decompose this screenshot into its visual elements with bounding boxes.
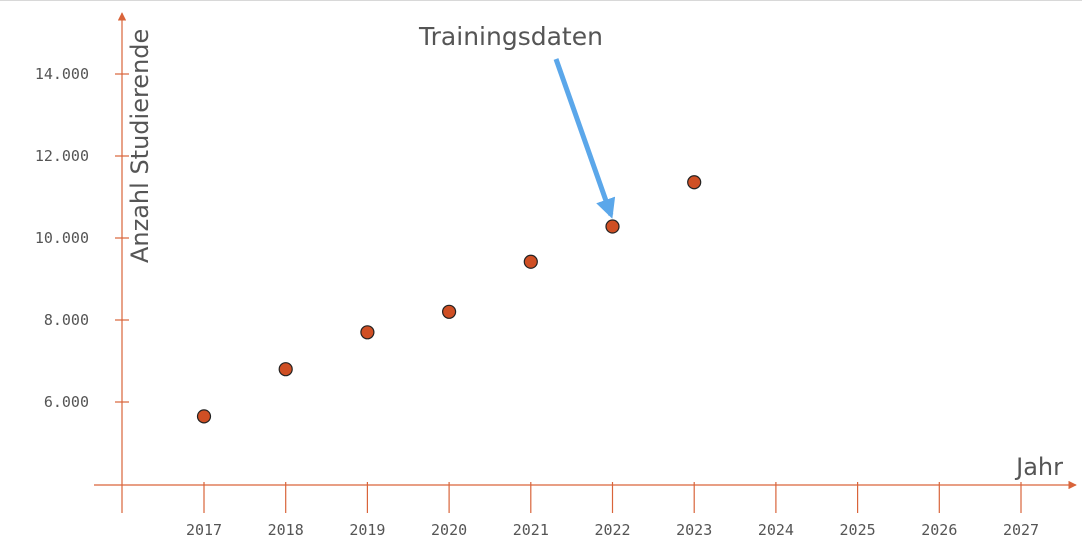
y-axis-label: Anzahl Studierende (126, 29, 154, 263)
data-point (278, 362, 293, 377)
data-point (605, 219, 620, 234)
y-axis-ticks: 6.000 8.000 10.000 12.000 14.000 (35, 65, 129, 411)
x-tick-label: 2018 (268, 521, 304, 539)
annotation-text: Trainingsdaten (418, 22, 603, 51)
x-tick-label: 2024 (758, 521, 794, 539)
x-tick-label: 2027 (1003, 521, 1039, 539)
data-point (196, 409, 212, 424)
axes (94, 12, 1077, 513)
y-tick-label: 6.000 (44, 393, 89, 411)
data-point (360, 325, 375, 340)
x-tick-label: 2022 (594, 521, 630, 539)
data-point (523, 254, 538, 269)
x-axis-label: Jahr (1014, 453, 1063, 481)
x-tick-label: 2020 (431, 521, 467, 539)
x-tick-label: 2017 (186, 521, 222, 539)
x-axis-ticks: 2017 2018 2019 2020 2021 2022 2023 2024 2025 2026… (186, 482, 1039, 539)
x-tick-label: 2025 (840, 521, 876, 539)
data-point (442, 304, 457, 319)
x-tick-label: 2021 (513, 521, 549, 539)
x-tick-label: 2026 (921, 521, 957, 539)
data-points (196, 175, 702, 424)
y-tick-label: 8.000 (44, 311, 89, 329)
data-point (687, 175, 702, 190)
x-tick-label: 2019 (349, 521, 385, 539)
y-tick-label: 12.000 (35, 147, 89, 165)
y-tick-label: 14.000 (35, 65, 89, 83)
annotation-arrow (553, 58, 616, 219)
x-tick-label: 2023 (676, 521, 712, 539)
y-tick-label: 10.000 (35, 229, 89, 247)
